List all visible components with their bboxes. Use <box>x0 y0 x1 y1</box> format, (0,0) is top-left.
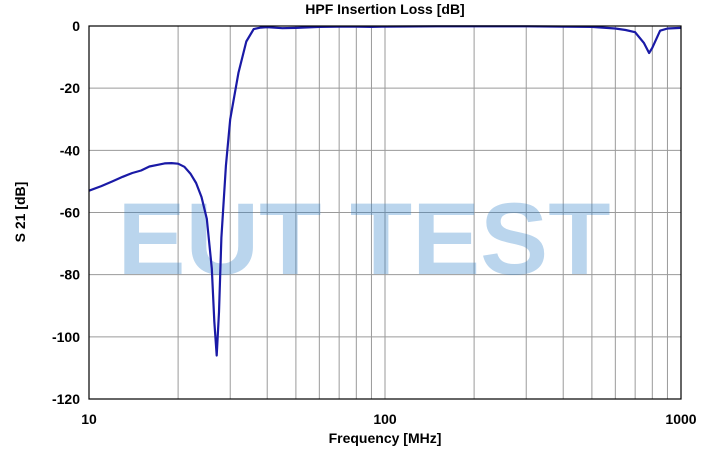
y-tick-label: -60 <box>60 205 80 221</box>
y-tick-label: -20 <box>60 80 80 96</box>
x-tick-label: 10 <box>81 411 97 427</box>
x-tick-labels: 10 100 1000 <box>81 411 697 427</box>
y-tick-label: -40 <box>60 142 80 158</box>
chart-title: HPF Insertion Loss [dB] <box>305 1 464 17</box>
watermark: EUT TEST <box>117 182 610 296</box>
x-tick-label: 1000 <box>665 411 696 427</box>
x-axis-label: Frequency [MHz] <box>329 430 442 446</box>
plot-frame <box>88 25 682 400</box>
series-layer <box>88 25 682 357</box>
y-tick-labels: 0 -20 -40 -60 -80 -100 -120 <box>52 18 80 407</box>
x-tick-label: 100 <box>373 411 397 427</box>
series-line <box>88 25 682 357</box>
y-tick-label: -80 <box>60 267 80 283</box>
y-axis-label: S 21 [dB] <box>12 182 28 243</box>
y-tick-label: -100 <box>52 329 80 345</box>
y-tick-label: 0 <box>72 18 80 34</box>
y-tick-label: -120 <box>52 391 80 407</box>
grid <box>89 26 681 399</box>
